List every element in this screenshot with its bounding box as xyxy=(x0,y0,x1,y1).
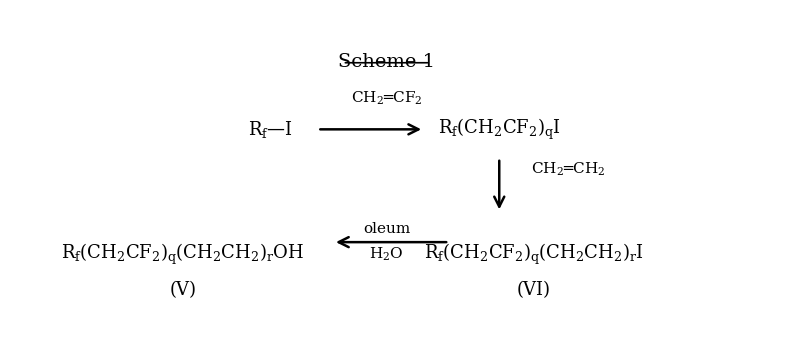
Text: R$_{\mathregular{f}}$(CH$_{\mathregular{2}}$CF$_{\mathregular{2}}$)$_{\mathregul: R$_{\mathregular{f}}$(CH$_{\mathregular{… xyxy=(438,117,561,142)
Text: oleum: oleum xyxy=(362,222,410,235)
Text: R$_{\mathregular{f}}$(CH$_{\mathregular{2}}$CF$_{\mathregular{2}}$)$_{\mathregul: R$_{\mathregular{f}}$(CH$_{\mathregular{… xyxy=(61,242,304,267)
Text: Scheme 1: Scheme 1 xyxy=(338,53,435,71)
Text: CH$_{\mathregular{2}}$═CH$_{\mathregular{2}}$: CH$_{\mathregular{2}}$═CH$_{\mathregular… xyxy=(531,160,605,178)
Text: R$_{\mathregular{f}}$(CH$_{\mathregular{2}}$CF$_{\mathregular{2}}$)$_{\mathregul: R$_{\mathregular{f}}$(CH$_{\mathregular{… xyxy=(424,242,644,267)
Text: CH$_{\mathregular{2}}$═CF$_{\mathregular{2}}$: CH$_{\mathregular{2}}$═CF$_{\mathregular… xyxy=(350,89,422,107)
Text: (V): (V) xyxy=(169,281,196,299)
Text: R$_{\mathregular{f}}$—I: R$_{\mathregular{f}}$—I xyxy=(248,119,293,140)
Text: H$_{\mathregular{2}}$O: H$_{\mathregular{2}}$O xyxy=(369,246,404,263)
Text: (VI): (VI) xyxy=(517,281,551,299)
